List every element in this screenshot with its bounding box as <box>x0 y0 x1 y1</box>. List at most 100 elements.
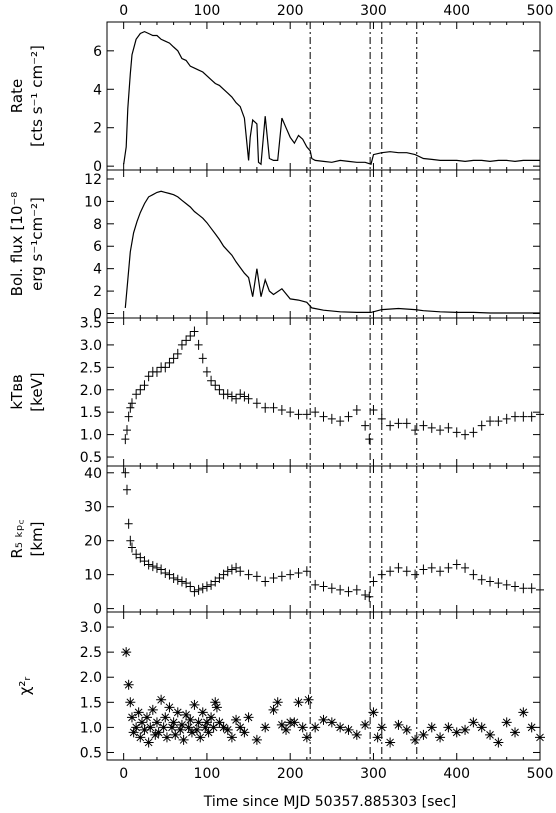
data-point <box>147 704 158 715</box>
data-point <box>186 330 195 341</box>
data-point <box>365 591 374 602</box>
top-x-tick-label: 500 <box>527 3 554 19</box>
data-point <box>161 362 170 373</box>
y-tick-label: 4 <box>93 82 102 98</box>
data-point <box>150 729 161 740</box>
data-point <box>235 722 246 733</box>
data-point <box>141 712 152 723</box>
data-point <box>211 576 220 587</box>
y-tick-label: 6 <box>93 44 102 60</box>
data-point <box>148 561 157 572</box>
data-point <box>402 566 411 577</box>
top-x-tick-label: 0 <box>119 3 128 19</box>
data-line <box>124 190 540 314</box>
data-point <box>240 391 249 402</box>
data-point <box>143 737 154 748</box>
panel-1: 0 2 4 6 Rate [cts s⁻¹ cm⁻²] <box>8 21 541 175</box>
data-point <box>419 420 428 431</box>
data-point <box>319 581 328 592</box>
data-point <box>176 719 187 730</box>
data-point <box>208 722 219 733</box>
y-tick-label: 6 <box>93 239 102 255</box>
data-point <box>289 717 300 728</box>
top-x-tick-label: 300 <box>360 3 387 19</box>
data-point <box>344 586 353 597</box>
data-point <box>124 518 133 529</box>
top-x-axis: 0 100 200 300 400 500 <box>119 3 553 19</box>
data-point <box>165 569 174 580</box>
data-point <box>511 581 520 592</box>
data-point <box>135 732 146 743</box>
data-point <box>427 422 436 433</box>
data-point <box>214 717 225 728</box>
data-point <box>181 709 192 720</box>
data-point <box>402 418 411 429</box>
y-tick-label: 0.5 <box>80 745 102 761</box>
data-point <box>272 697 283 708</box>
data-point <box>335 722 346 733</box>
data-point <box>426 722 437 733</box>
data-point <box>206 712 217 723</box>
data-point <box>191 724 202 735</box>
data-point <box>519 411 528 422</box>
data-point <box>327 583 336 594</box>
y-axis-label: Bol. flux [10⁻⁸ <box>8 192 26 297</box>
data-point <box>451 727 462 738</box>
chart-panels: 0 2 4 6 Rate [cts s⁻¹ cm⁻²] 0 2 4 6 8 10 12 Bol. flux… <box>8 21 553 782</box>
data-point <box>121 434 130 445</box>
data-point <box>122 484 131 495</box>
panel-5: 0.5 1.0 1.5 2.0 2.5 3.0 χ²ᵣ 0 100 200 300 400 500 <box>16 611 553 782</box>
y-axis-label: [cts s⁻¹ cm⁻²] <box>28 45 46 147</box>
data-point <box>411 425 420 436</box>
y-tick-label: 40 <box>84 466 102 482</box>
data-point <box>469 569 478 580</box>
data-point <box>227 391 236 402</box>
data-point <box>172 707 183 718</box>
y-tick-label: 10 <box>84 194 102 210</box>
data-point <box>136 552 145 563</box>
data-point <box>518 707 529 718</box>
data-point <box>286 569 295 580</box>
data-point <box>369 576 378 587</box>
panel-frame <box>106 317 541 467</box>
data-point <box>157 564 166 575</box>
data-point <box>223 566 232 577</box>
data-point <box>156 694 167 705</box>
y-tick-label: 1.5 <box>80 405 102 421</box>
data-point <box>302 409 311 420</box>
data-point <box>494 416 503 427</box>
data-point <box>152 366 161 377</box>
data-point <box>336 584 345 595</box>
data-point <box>121 647 132 658</box>
data-point <box>493 737 504 748</box>
data-point <box>126 535 135 546</box>
data-point <box>189 699 200 710</box>
data-point <box>401 724 412 735</box>
data-point <box>136 384 145 395</box>
data-point <box>227 564 236 575</box>
data-point <box>177 576 186 587</box>
panel-3: 0.5 1.0 1.5 2.0 2.5 3.0 3.5 kTʙʙ [keV] <box>8 315 544 467</box>
data-point <box>527 411 536 422</box>
data-point <box>368 707 379 718</box>
data-point <box>302 566 311 577</box>
top-x-tick-label: 400 <box>443 3 470 19</box>
y-axis-label: R₅ ₖₚ꜀ <box>8 519 26 558</box>
data-point <box>166 722 177 733</box>
data-point <box>327 413 336 424</box>
x-tick-label: 0 <box>119 766 128 782</box>
y-tick-label: 0.5 <box>80 450 102 466</box>
data-point <box>161 732 172 743</box>
data-point <box>177 339 186 350</box>
data-point <box>122 425 131 436</box>
y-tick-label: 1.0 <box>80 428 102 444</box>
data-point <box>536 409 544 420</box>
y-tick-label: 3.0 <box>80 338 102 354</box>
data-point <box>536 584 544 595</box>
data-point <box>182 578 191 589</box>
data-point <box>133 707 144 718</box>
data-point <box>170 729 181 740</box>
data-point <box>311 407 320 418</box>
data-point <box>202 366 211 377</box>
